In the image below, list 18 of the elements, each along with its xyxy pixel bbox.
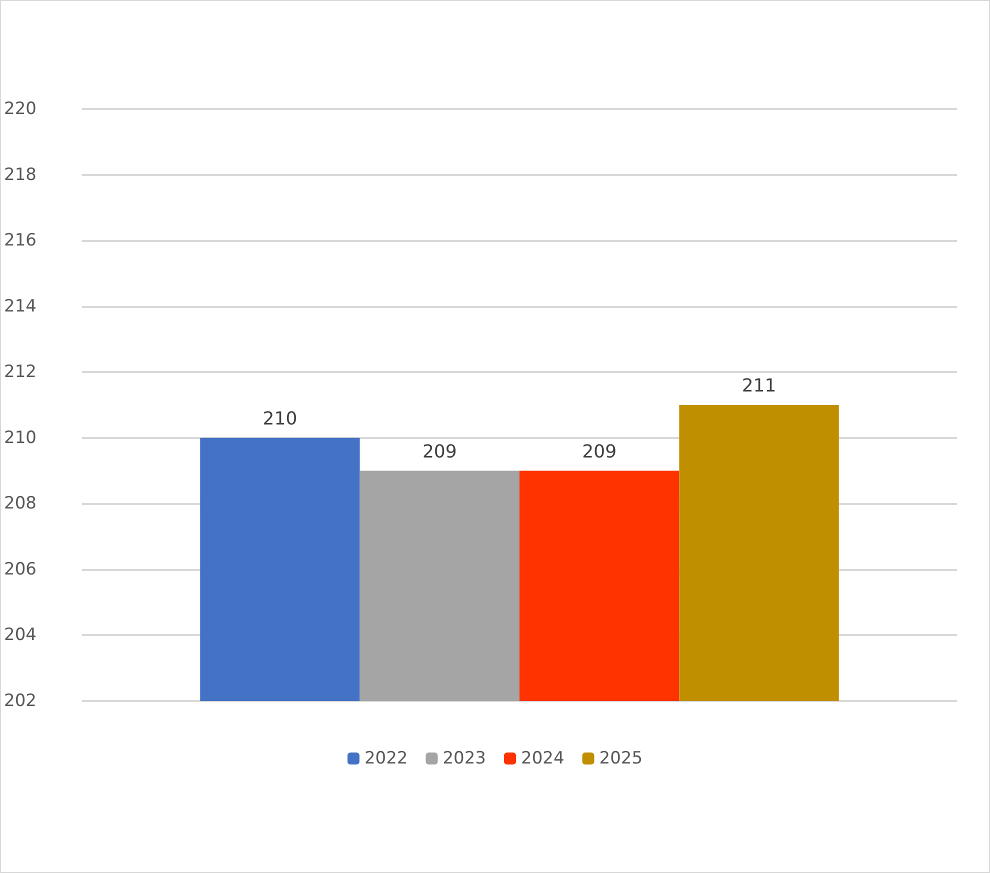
data-label: 211 xyxy=(742,376,776,396)
legend-label: 2024 xyxy=(521,748,564,768)
y-tick-label: 214 xyxy=(4,296,36,316)
y-tick-label: 216 xyxy=(4,230,36,251)
legend-label: 2023 xyxy=(442,748,486,768)
y-tick-label: 210 xyxy=(4,428,36,448)
y-tick-label: 220 xyxy=(4,99,36,119)
data-label: 210 xyxy=(262,408,298,430)
legend-label: 2025 xyxy=(599,748,643,768)
y-tick-label: 218 xyxy=(4,164,36,185)
y-tick-label: 212 xyxy=(4,362,36,382)
data-label: 209 xyxy=(582,441,617,462)
y-tick-label: 208 xyxy=(4,494,36,514)
y-tick-label: 204 xyxy=(4,625,36,646)
y-tick-label: 202 xyxy=(4,691,36,711)
legend-label: 2022 xyxy=(364,748,408,768)
data-label: 209 xyxy=(422,441,457,462)
y-tick-label: 206 xyxy=(4,559,36,580)
